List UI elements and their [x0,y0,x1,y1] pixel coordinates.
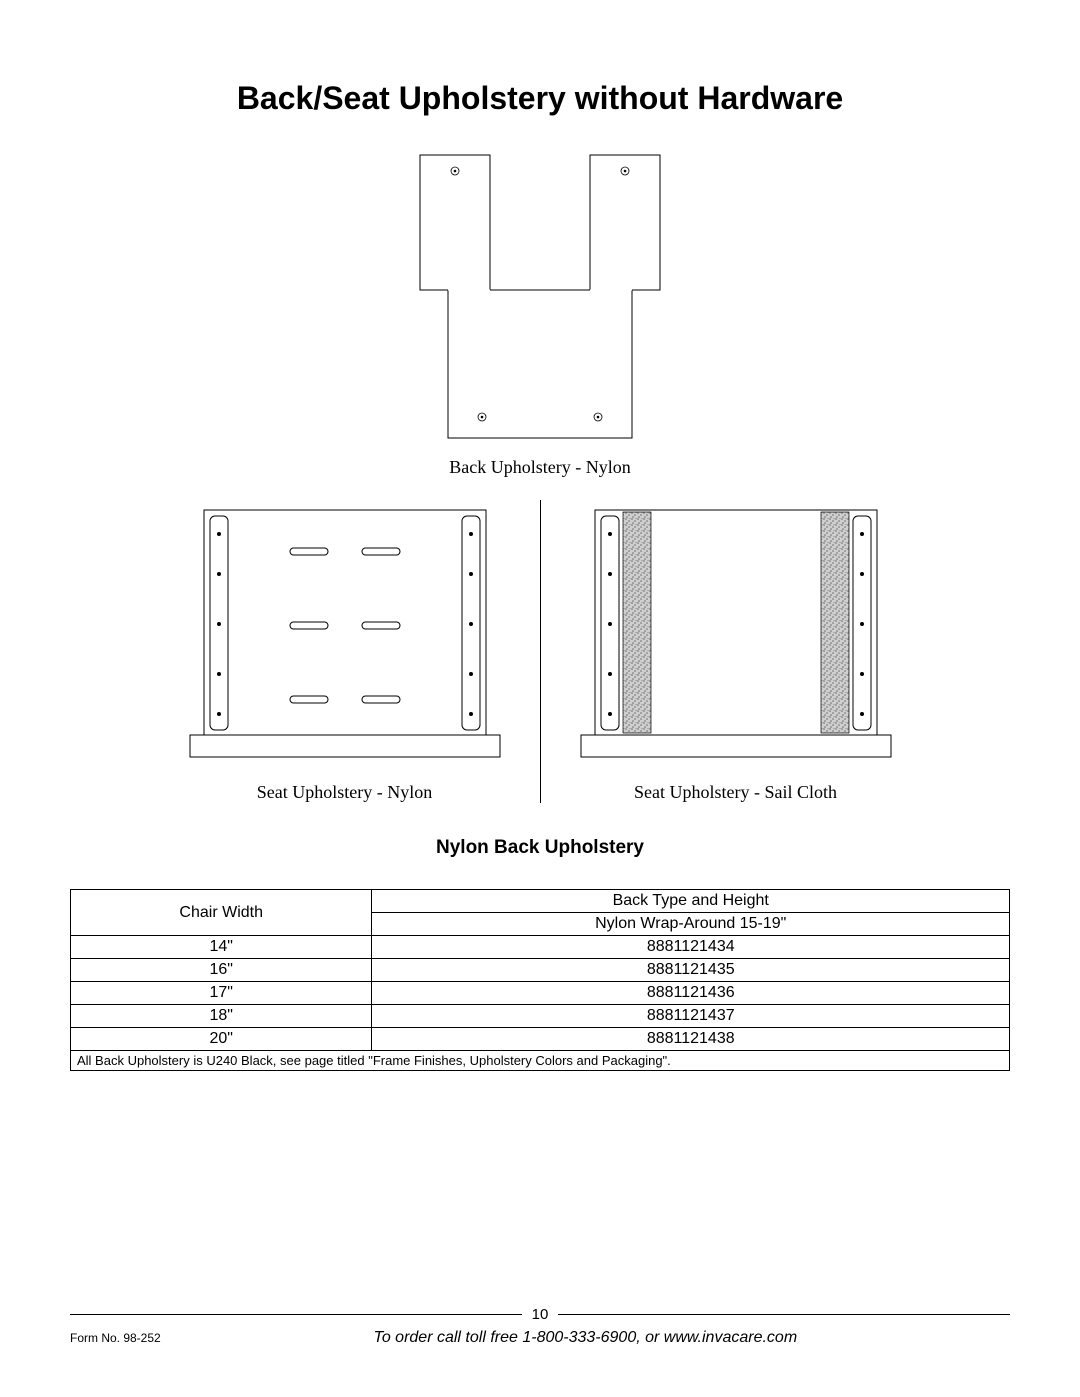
cell-width: 17" [71,982,372,1005]
col-back-type-header-2: Nylon Wrap-Around 15-19" [372,913,1010,936]
table-row: 16" 8881121435 [71,959,1010,982]
table-note: All Back Upholstery is U240 Black, see p… [71,1051,1010,1071]
footer-rule-right [558,1314,1010,1315]
cell-width: 14" [71,936,372,959]
cell-part: 8881121435 [372,959,1010,982]
table-note-row: All Back Upholstery is U240 Black, see p… [71,1051,1010,1071]
footer-rule-left [70,1314,522,1315]
nylon-back-subheading: Nylon Back Upholstery [70,837,1010,859]
cell-part: 8881121436 [372,982,1010,1005]
cell-width: 20" [71,1028,372,1051]
seat-sailcloth-caption: Seat Upholstery - Sail Cloth [634,782,837,803]
table-row: 14" 8881121434 [71,936,1010,959]
parts-table: Chair Width Back Type and Height Nylon W… [70,889,1010,1071]
seat-nylon-caption: Seat Upholstery - Nylon [257,782,432,803]
col-chair-width-header: Chair Width [71,890,372,936]
page-footer: 10 Form No. 98-252 To order call toll fr… [70,1306,1010,1347]
table-row: 20" 8881121438 [71,1028,1010,1051]
table-row: 17" 8881121436 [71,982,1010,1005]
cell-part: 8881121438 [372,1028,1010,1051]
page-number: 10 [532,1306,549,1323]
cell-width: 16" [71,959,372,982]
seat-sailcloth-diagram [571,500,901,770]
cell-part: 8881121437 [372,1005,1010,1028]
cell-part: 8881121434 [372,936,1010,959]
diagram-divider [540,500,541,803]
col-back-type-header-1: Back Type and Height [372,890,1010,913]
form-number: Form No. 98-252 [70,1331,161,1345]
seat-nylon-diagram [180,500,510,770]
table-row: 18" 8881121437 [71,1005,1010,1028]
order-info: To order call toll free 1-800-333-6900, … [161,1329,1010,1347]
cell-width: 18" [71,1005,372,1028]
back-upholstery-diagram [70,145,1010,445]
back-upholstery-caption: Back Upholstery - Nylon [70,457,1010,478]
page-title: Back/Seat Upholstery without Hardware [70,80,1010,117]
